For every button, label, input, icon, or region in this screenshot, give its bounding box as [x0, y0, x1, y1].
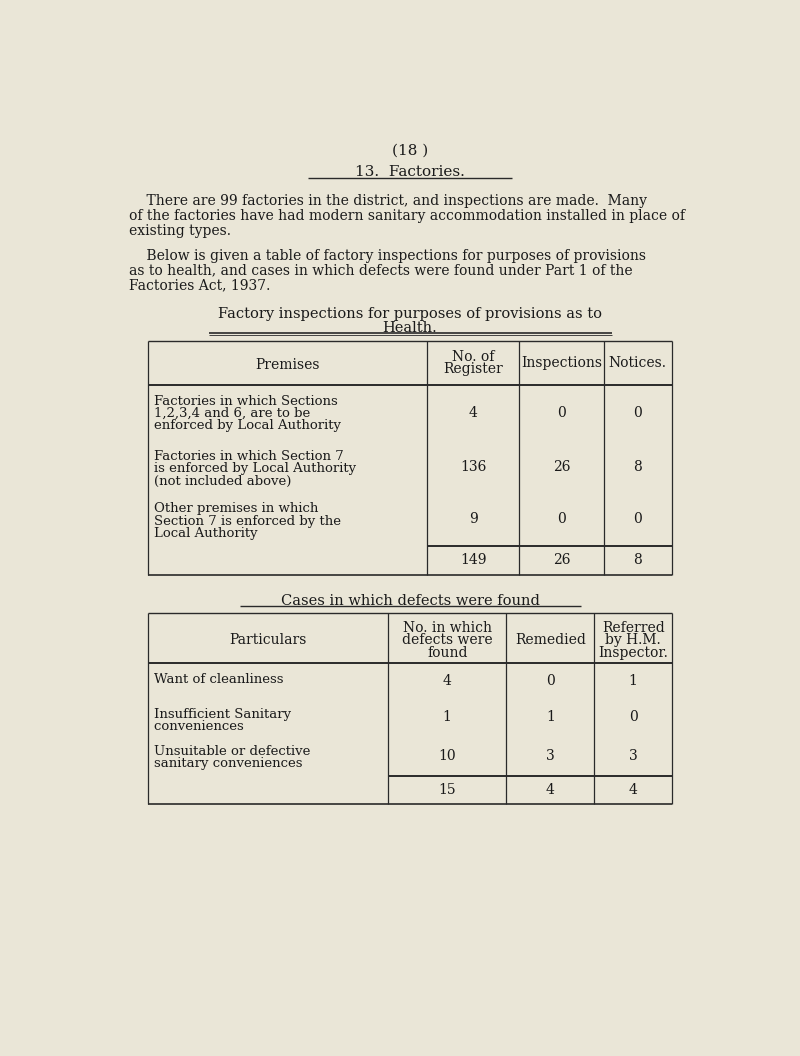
- Text: No. in which: No. in which: [402, 621, 492, 635]
- Text: 26: 26: [553, 553, 570, 567]
- Text: Factories in which Sections: Factories in which Sections: [154, 395, 338, 408]
- Text: 15: 15: [438, 782, 456, 796]
- Text: as to health, and cases in which defects were found under Part 1 of the: as to health, and cases in which defects…: [130, 264, 633, 278]
- Text: Premises: Premises: [255, 358, 320, 372]
- Text: Notices.: Notices.: [609, 356, 667, 371]
- Text: is enforced by Local Authority: is enforced by Local Authority: [154, 463, 356, 475]
- Text: There are 99 factories in the district, and inspections are made.  Many: There are 99 factories in the district, …: [130, 194, 647, 208]
- Text: 0: 0: [629, 711, 638, 724]
- Text: No. of: No. of: [452, 350, 494, 364]
- Text: Factories in which Section 7: Factories in which Section 7: [154, 450, 344, 464]
- Text: 4: 4: [469, 407, 478, 420]
- Text: 8: 8: [634, 460, 642, 474]
- Text: Insufficient Sanitary: Insufficient Sanitary: [154, 709, 291, 721]
- Text: 4: 4: [442, 674, 452, 689]
- Text: 10: 10: [438, 749, 456, 762]
- Text: 4: 4: [546, 782, 554, 796]
- Text: found: found: [427, 645, 467, 660]
- Text: 1,2,3,4 and 6, are to be: 1,2,3,4 and 6, are to be: [154, 407, 310, 420]
- Text: Unsuitable or defective: Unsuitable or defective: [154, 746, 310, 758]
- Text: 8: 8: [634, 553, 642, 567]
- Text: 0: 0: [557, 407, 566, 420]
- Text: 0: 0: [546, 674, 554, 689]
- Text: 0: 0: [557, 512, 566, 527]
- Text: enforced by Local Authority: enforced by Local Authority: [154, 419, 342, 432]
- Text: 0: 0: [634, 512, 642, 527]
- Text: Health.: Health.: [382, 321, 438, 335]
- Text: Other premises in which: Other premises in which: [154, 503, 318, 515]
- Text: Cases in which defects were found: Cases in which defects were found: [281, 595, 539, 608]
- Text: 26: 26: [553, 460, 570, 474]
- Text: 3: 3: [629, 749, 638, 762]
- Text: existing types.: existing types.: [130, 224, 231, 238]
- Text: Inspections: Inspections: [521, 356, 602, 371]
- Text: Want of cleanliness: Want of cleanliness: [154, 673, 284, 685]
- Text: 149: 149: [460, 553, 486, 567]
- Text: 4: 4: [629, 782, 638, 796]
- Text: defects were: defects were: [402, 634, 493, 647]
- Text: 136: 136: [460, 460, 486, 474]
- Text: of the factories have had modern sanitary accommodation installed in place of: of the factories have had modern sanitar…: [130, 209, 686, 223]
- Text: Factory inspections for purposes of provisions as to: Factory inspections for purposes of prov…: [218, 307, 602, 321]
- Text: 1: 1: [442, 711, 452, 724]
- Text: Inspector.: Inspector.: [598, 645, 668, 660]
- Text: Remedied: Remedied: [515, 633, 586, 646]
- Text: 0: 0: [634, 407, 642, 420]
- Text: conveniences: conveniences: [154, 720, 248, 733]
- Text: Local Authority: Local Authority: [154, 527, 258, 540]
- Text: (not included above): (not included above): [154, 475, 292, 488]
- Text: (18 ): (18 ): [392, 144, 428, 157]
- Text: sanitary conveniences: sanitary conveniences: [154, 757, 302, 770]
- Text: Register: Register: [443, 362, 503, 376]
- Text: Particulars: Particulars: [230, 633, 307, 646]
- Text: 3: 3: [546, 749, 554, 762]
- Text: by H.M.: by H.M.: [606, 634, 661, 647]
- Text: 9: 9: [469, 512, 478, 527]
- Text: Below is given a table of factory inspections for purposes of provisions: Below is given a table of factory inspec…: [130, 249, 646, 263]
- Text: 1: 1: [629, 674, 638, 689]
- Text: 13.  Factories.: 13. Factories.: [355, 165, 465, 180]
- Text: Section 7 is enforced by the: Section 7 is enforced by the: [154, 514, 342, 528]
- Text: Factories Act, 1937.: Factories Act, 1937.: [130, 279, 271, 293]
- Text: 1: 1: [546, 711, 554, 724]
- Text: Referred: Referred: [602, 621, 665, 635]
